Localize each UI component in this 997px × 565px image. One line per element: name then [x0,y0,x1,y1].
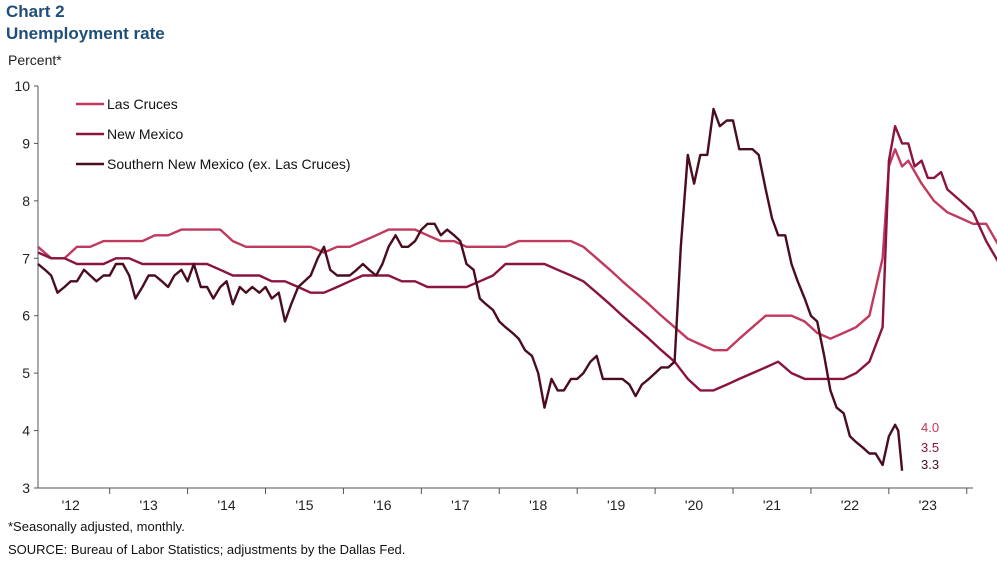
series-line-las-cruces [37,148,997,352]
y-tick-labels: 3 4 5 6 7 8 9 10 [14,78,30,496]
x-tick-label: '17 [451,497,469,513]
series-end-value-label: 3.5 [921,440,939,455]
series-line-southern-new-mexico-ex-las-cruces [37,107,904,471]
legend-label: Las Cruces [107,96,178,112]
x-tick-label: '20 [685,497,703,513]
legend-label: Southern New Mexico (ex. Las Cruces) [107,156,351,172]
y-tick-label: 5 [22,365,30,381]
x-tick-label: '21 [763,497,781,513]
x-tick-label: '14 [217,497,235,513]
legend-label: New Mexico [107,126,183,142]
y-tick-label: 4 [22,423,30,439]
series-end-value-label: 4.0 [921,420,939,435]
series-line-new-mexico [37,125,997,392]
x-tick-label: '19 [607,497,625,513]
y-tick-label: 10 [14,78,30,94]
chart-legend: Las Cruces New Mexico Southern New Mexico … [76,96,351,172]
y-tick-label: 3 [22,480,30,496]
series-end-labels: 4.0 3.5 3.3 [921,420,939,472]
unemployment-line-chart: 3 4 5 6 7 8 9 10 '12 '13 '14 '15 '16 '17 '18 '19 '20 '21… [14,78,997,513]
chart-title: Unemployment rate [6,24,165,43]
x-tick-label: '18 [529,497,547,513]
x-tick-label: '22 [841,497,859,513]
chart-number: Chart 2 [6,2,65,21]
y-tick-label: 6 [22,308,30,324]
y-tick-label: 9 [22,135,30,151]
x-tick-label: '13 [140,497,158,513]
x-tick-label: '15 [295,497,313,513]
y-axis-unit-label: Percent* [8,52,62,68]
series-end-value-label: 3.3 [921,457,939,472]
x-tick-label: '23 [919,497,937,513]
x-tick-label: '16 [373,497,391,513]
series-lines [37,107,997,471]
chart-axes [34,85,973,494]
y-tick-label: 7 [22,250,30,266]
x-tick-label: '12 [62,497,80,513]
footnote-seasonally-adjusted: *Seasonally adjusted, monthly. [8,519,185,534]
source-note: SOURCE: Bureau of Labor Statistics; adju… [8,542,406,557]
y-tick-label: 8 [22,193,30,209]
x-tick-labels: '12 '13 '14 '15 '16 '17 '18 '19 '20 '21 '22 '23 [62,497,938,513]
